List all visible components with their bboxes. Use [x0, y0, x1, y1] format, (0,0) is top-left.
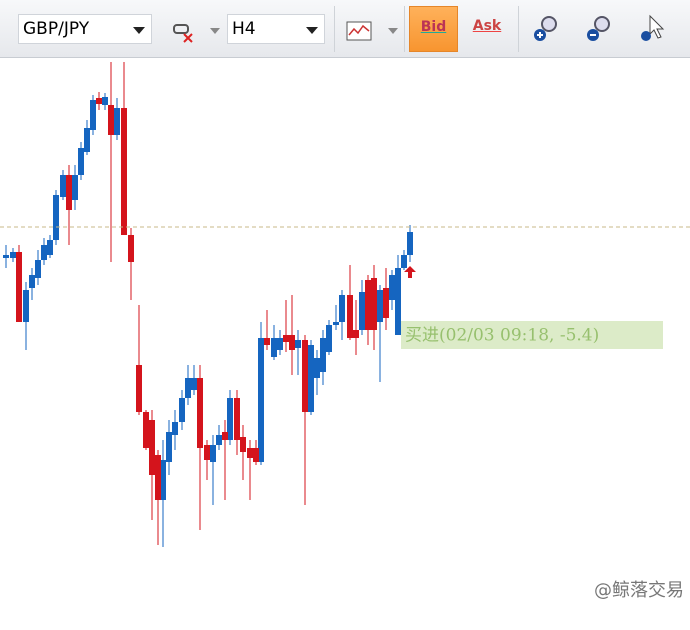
separator — [518, 6, 519, 52]
bid-label: Bid — [420, 19, 447, 35]
timeframe-select[interactable]: H4 — [227, 14, 325, 44]
arrow — [210, 28, 220, 34]
dropdown-arrow — [306, 27, 318, 34]
lens — [541, 16, 557, 32]
symbol-select[interactable]: GBP/JPY — [18, 14, 152, 44]
ask-label: Ask — [472, 18, 502, 34]
plus — [537, 32, 543, 38]
link-dropdown[interactable] — [206, 8, 224, 52]
symbol: GBP/JPY — [23, 19, 90, 39]
ask-button[interactable]: Ask — [466, 6, 508, 52]
link-icon — [173, 24, 189, 34]
zoom-out-button[interactable] — [583, 8, 617, 52]
badge — [641, 31, 651, 41]
link-button[interactable] — [168, 8, 198, 52]
x-icon — [183, 33, 193, 43]
arrow — [388, 28, 398, 34]
cursor-icon — [649, 14, 665, 39]
chart: 买进(02/03 09:18, -5.4) @鲸落交易 — [0, 62, 690, 601]
cursor-button[interactable] — [636, 8, 670, 52]
chart-type-button[interactable] — [344, 8, 376, 52]
chart-type-dropdown[interactable] — [384, 8, 402, 52]
separator — [334, 6, 335, 52]
timeframe: H4 — [232, 19, 256, 39]
chart-icon-line — [348, 24, 370, 36]
dropdown-arrow — [133, 27, 145, 34]
buy-arrow — [404, 266, 416, 278]
trade-label-box — [401, 321, 663, 349]
zoom-in-button[interactable] — [530, 8, 564, 52]
trade-label: 买进(02/03 09:18, -5.4) — [405, 326, 599, 346]
lens — [594, 16, 610, 32]
toolbar: GBP/JPY H4 Bid Ask — [0, 0, 690, 58]
bid-button[interactable]: Bid — [409, 6, 458, 52]
watermark: @鲸落交易 — [594, 580, 684, 601]
separator — [404, 6, 405, 52]
